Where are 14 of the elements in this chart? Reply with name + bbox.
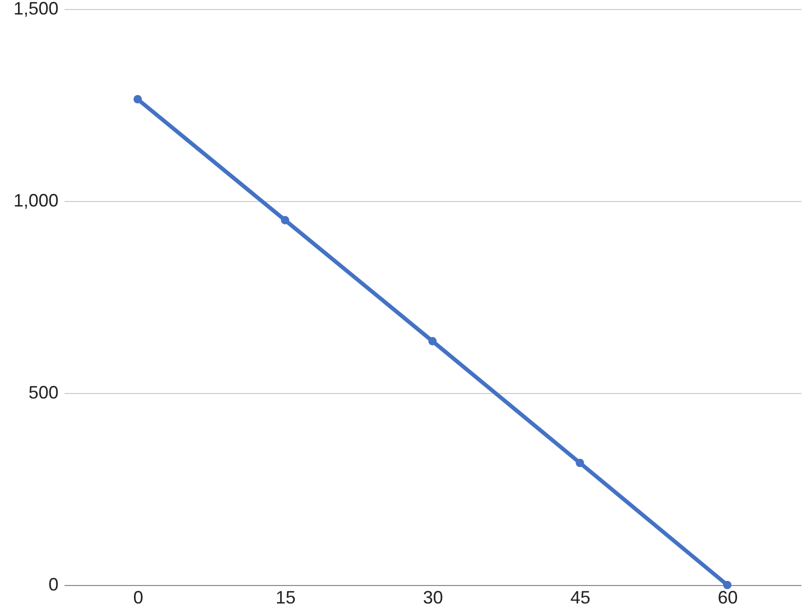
x-tick-label: 15 (276, 588, 296, 608)
point (280, 216, 290, 224)
x-tick-label: 30 (422, 588, 444, 608)
y-tick-label: 1,500 (13, 0, 58, 18)
x-tick-label: 60 (718, 588, 738, 608)
point (576, 458, 584, 468)
point (134, 95, 142, 104)
point (723, 580, 732, 590)
y-tick-label: 500 (28, 382, 58, 402)
point (428, 336, 437, 346)
y-tick-label: 0 (48, 574, 58, 594)
y-tick-label: 1,000 (13, 190, 58, 210)
x-tick-label: 45 (570, 588, 590, 608)
x-tick-label: 0 (133, 588, 144, 608)
